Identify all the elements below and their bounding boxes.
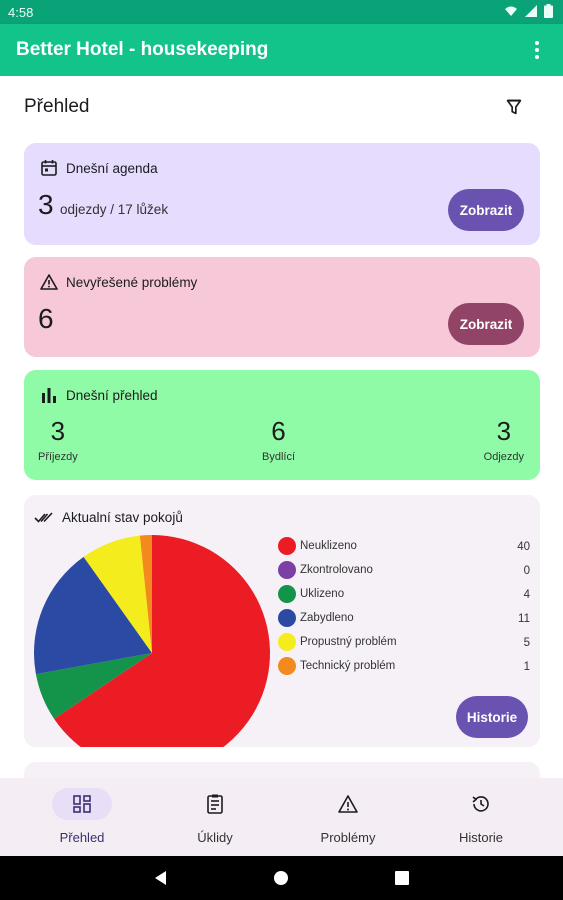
legend-item: Zabydleno 11 xyxy=(278,607,530,631)
nav-item-history[interactable]: Historie xyxy=(411,778,551,856)
history-button[interactable]: Historie xyxy=(456,696,528,738)
nav-label-history: Historie xyxy=(458,830,504,845)
pie-slice-uklizeno xyxy=(35,653,152,719)
signal-icon xyxy=(525,5,537,17)
legend-label: Propustný problém xyxy=(300,636,397,648)
today-overview-card: Dnešní přehled 3 Příjezdy 6 Bydlící 3 Od… xyxy=(24,370,540,480)
app-bar: Better Hotel - housekeeping xyxy=(0,24,563,76)
legend-value: 11 xyxy=(518,613,530,625)
stat-arrivals: 3 Příjezdy xyxy=(38,416,78,463)
nav-indicator xyxy=(185,788,245,820)
agenda-card: Dnešní agenda 3 odjezdy / 17 lůžek Zobra… xyxy=(24,143,540,245)
nav-indicator xyxy=(451,788,511,820)
overview-header: Dnešní přehled xyxy=(40,386,158,404)
stat-departures-label: Odjezdy xyxy=(483,451,524,463)
pie-slice-propustný-problém xyxy=(83,535,152,653)
problems-header: Nevyřešené problémy xyxy=(40,273,197,291)
agenda-count: 3 xyxy=(38,189,54,220)
legend-item: Zkontrolovano 0 xyxy=(278,559,530,583)
legend-label: Zabydleno xyxy=(300,612,354,624)
nav-item-cleaning[interactable]: Úklidy xyxy=(145,778,285,856)
problems-title: Nevyřešené problémy xyxy=(66,274,198,290)
status-time: 4:58 xyxy=(8,5,34,20)
rooms-title: Aktualní stav pokojů xyxy=(62,509,183,525)
wifi-icon xyxy=(505,6,517,16)
legend-swatch xyxy=(278,657,296,675)
stat-residents-label: Bydlící xyxy=(262,451,296,463)
problems-card: Nevyřešené problémy 6 Zobrazit xyxy=(24,257,540,357)
pie-slice-zabydleno xyxy=(34,556,153,675)
back-icon[interactable] xyxy=(153,870,169,886)
rooms-legend: Neuklizeno 40 Zkontrolovano 0 Uklizeno 4 Zabyd… xyxy=(278,535,530,679)
calendar-icon xyxy=(41,160,57,176)
nav-label-problems: Problémy xyxy=(320,830,376,845)
double-check-icon xyxy=(34,512,53,523)
legend-item: Uklizeno 4 xyxy=(278,583,530,607)
content-area[interactable]: Přehled Dnešní agenda 3 odjezdy / 17 lůž… xyxy=(0,76,563,778)
filter-icon[interactable] xyxy=(503,96,525,118)
page-title: Přehled xyxy=(24,96,90,117)
nav-indicator xyxy=(318,788,378,820)
rooms-pie-chart xyxy=(34,535,270,747)
agenda-header: Dnešní agenda xyxy=(40,159,158,177)
stat-residents: 6 Bydlící xyxy=(262,416,295,463)
stat-departures-value: 3 xyxy=(496,416,512,446)
status-bar: 4:58 xyxy=(0,0,563,24)
legend-swatch xyxy=(278,609,296,627)
agenda-title: Dnešní agenda xyxy=(66,160,158,176)
legend-value: 0 xyxy=(523,565,530,577)
legend-value: 5 xyxy=(523,637,530,649)
next-card-partial xyxy=(24,762,540,778)
nav-item-overview[interactable]: Přehled xyxy=(12,778,152,856)
rooms-status-card: Aktualní stav pokojů Neuklizeno 40 Zkontro… xyxy=(24,495,540,747)
legend-label: Zkontrolovano xyxy=(300,564,373,576)
history-icon xyxy=(472,796,489,812)
legend-swatch xyxy=(278,585,296,603)
legend-value: 4 xyxy=(523,589,530,601)
legend-value: 1 xyxy=(523,661,530,673)
legend-swatch xyxy=(278,633,296,651)
stat-arrivals-label: Příjezdy xyxy=(38,451,78,463)
legend-item: Technický problém 1 xyxy=(278,655,530,679)
pie-slice-neuklizeno xyxy=(54,535,270,747)
status-icons xyxy=(504,4,553,18)
home-icon[interactable] xyxy=(273,870,289,886)
legend-swatch xyxy=(278,561,296,579)
battery-icon xyxy=(544,4,553,18)
bottom-navigation: Přehled Úklidy Problémy xyxy=(0,778,563,856)
stat-residents-value: 6 xyxy=(271,416,286,446)
nav-indicator xyxy=(52,788,112,820)
agenda-show-button[interactable]: Zobrazit xyxy=(448,189,524,231)
warning-icon xyxy=(338,795,358,813)
app-title: Better Hotel - housekeeping xyxy=(16,39,269,60)
warning-icon xyxy=(40,274,58,290)
system-navigation-bar xyxy=(0,856,563,900)
dashboard-icon xyxy=(73,795,91,813)
checklist-icon xyxy=(207,794,223,814)
pie-slice-technický-problém xyxy=(139,535,152,653)
legend-label: Technický problém xyxy=(300,660,396,672)
legend-label: Neuklizeno xyxy=(300,540,357,552)
overview-title: Dnešní přehled xyxy=(66,387,158,403)
legend-item: Neuklizeno 40 xyxy=(278,535,530,559)
legend-swatch xyxy=(278,537,296,555)
problems-count: 6 xyxy=(38,303,54,334)
nav-label-cleaning: Úklidy xyxy=(197,830,233,845)
stat-departures: 3 Odjezdy xyxy=(484,416,524,463)
more-vert-icon[interactable] xyxy=(525,38,549,62)
problems-show-button[interactable]: Zobrazit xyxy=(448,303,524,345)
rooms-header: Aktualní stav pokojů xyxy=(34,509,183,525)
nav-label-overview: Přehled xyxy=(59,830,105,845)
legend-item: Propustný problém 5 xyxy=(278,631,530,655)
recents-icon[interactable] xyxy=(394,870,410,886)
legend-label: Uklizeno xyxy=(300,588,345,600)
legend-value: 40 xyxy=(517,541,530,553)
nav-item-problems[interactable]: Problémy xyxy=(278,778,418,856)
agenda-detail: odjezdy / 17 lůžek xyxy=(60,202,169,217)
bar-chart-icon xyxy=(42,388,56,403)
stat-arrivals-value: 3 xyxy=(50,416,66,446)
